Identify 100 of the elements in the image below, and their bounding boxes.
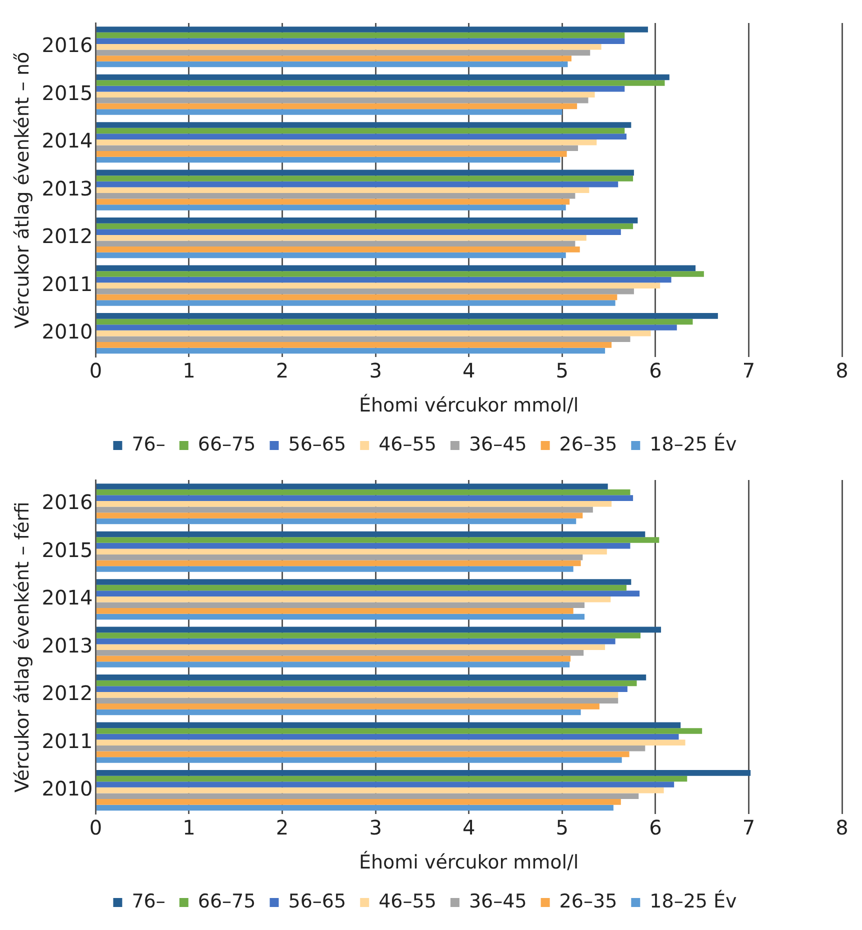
bar xyxy=(96,204,566,210)
bar xyxy=(96,566,574,572)
legend-label: 66–75 xyxy=(198,890,256,912)
bar xyxy=(96,156,560,163)
bar xyxy=(96,74,670,80)
bar xyxy=(96,799,621,805)
bar xyxy=(96,50,590,56)
bar xyxy=(96,542,630,549)
x-tick-label: 7 xyxy=(742,815,756,840)
bar xyxy=(96,176,634,182)
bar xyxy=(96,734,679,740)
bar xyxy=(96,804,614,811)
bar xyxy=(96,294,618,300)
legend-label: 26–35 xyxy=(559,890,618,912)
bar xyxy=(96,318,693,325)
bar xyxy=(96,109,562,115)
bar xyxy=(96,271,704,277)
bar xyxy=(96,698,618,704)
bar xyxy=(96,644,606,650)
y-tick-label: 2014 xyxy=(42,586,93,610)
legend-label: 66–75 xyxy=(198,433,256,456)
bar xyxy=(96,537,660,543)
bar xyxy=(96,80,665,86)
legend-label: 76– xyxy=(132,433,166,456)
x-tick-label: 0 xyxy=(89,358,102,382)
legend-label: 76– xyxy=(132,890,166,912)
y-tick-label: 2014 xyxy=(42,128,93,153)
bar xyxy=(96,234,586,241)
x-axis-title: Éhomi vércukor mmol/l xyxy=(358,850,579,874)
legend-label: 26–35 xyxy=(559,433,618,456)
bar xyxy=(96,704,600,710)
bar xyxy=(96,128,625,134)
bar xyxy=(96,32,625,38)
bar xyxy=(96,348,606,354)
y-tick-label: 2016 xyxy=(42,33,93,58)
x-tick-label: 4 xyxy=(462,815,476,840)
bar xyxy=(96,181,618,188)
y-tick-label: 2010 xyxy=(42,320,93,344)
bar xyxy=(96,229,621,235)
bar xyxy=(96,500,612,507)
bar xyxy=(96,722,681,728)
bar xyxy=(96,336,630,342)
x-tick-label: 3 xyxy=(369,358,382,382)
bar xyxy=(96,518,576,524)
bar xyxy=(96,751,630,758)
bar xyxy=(96,300,616,306)
x-tick-label: 1 xyxy=(182,358,196,382)
bar xyxy=(96,342,612,348)
bar xyxy=(96,692,618,698)
y-tick-label: 2011 xyxy=(42,728,93,753)
bar xyxy=(96,86,625,92)
bar xyxy=(96,686,628,692)
bar xyxy=(96,26,648,32)
bar xyxy=(96,745,646,752)
bar xyxy=(96,324,677,330)
bar xyxy=(96,56,572,62)
y-tick-label: 2013 xyxy=(42,176,93,200)
y-tick-label: 2012 xyxy=(42,681,93,706)
bar xyxy=(96,709,581,716)
bar xyxy=(96,554,583,560)
y-tick-label: 2012 xyxy=(42,224,93,248)
bar xyxy=(96,170,634,176)
legend-label: 46–55 xyxy=(378,433,436,456)
bar xyxy=(96,151,567,157)
bar xyxy=(96,680,637,686)
bar xyxy=(96,265,696,272)
bar xyxy=(96,596,611,602)
bar xyxy=(96,61,568,68)
bar xyxy=(96,484,608,490)
bar xyxy=(96,288,634,294)
bar xyxy=(96,276,672,283)
bar xyxy=(96,560,581,566)
x-tick-label: 4 xyxy=(462,358,476,382)
bar xyxy=(96,489,630,496)
bar xyxy=(96,531,646,538)
x-tick-label: 0 xyxy=(89,815,102,840)
x-tick-label: 8 xyxy=(836,358,848,382)
bar xyxy=(96,512,583,518)
bar xyxy=(96,782,674,788)
x-tick-label: 2 xyxy=(276,815,289,840)
bar xyxy=(96,103,578,110)
bar xyxy=(96,252,566,258)
x-tick-label: 2 xyxy=(276,358,289,382)
bar xyxy=(96,656,571,662)
y-tick-label: 2013 xyxy=(42,633,93,658)
bar xyxy=(96,638,616,644)
bar xyxy=(96,626,662,633)
bar xyxy=(96,330,651,336)
bar xyxy=(96,187,590,193)
bar xyxy=(96,632,640,638)
bar xyxy=(96,44,602,50)
legend-label: 36–45 xyxy=(468,433,527,456)
bar xyxy=(96,223,634,230)
legend-label: 56–65 xyxy=(288,890,346,912)
bar xyxy=(96,579,632,585)
y-axis-title: Vércukor átlag évenként – férfi xyxy=(11,502,34,793)
bar xyxy=(96,98,588,104)
bar xyxy=(96,506,593,513)
y-axis-title: Vércukor átlag évenként – nő xyxy=(11,52,34,328)
x-tick-label: 5 xyxy=(556,815,569,840)
